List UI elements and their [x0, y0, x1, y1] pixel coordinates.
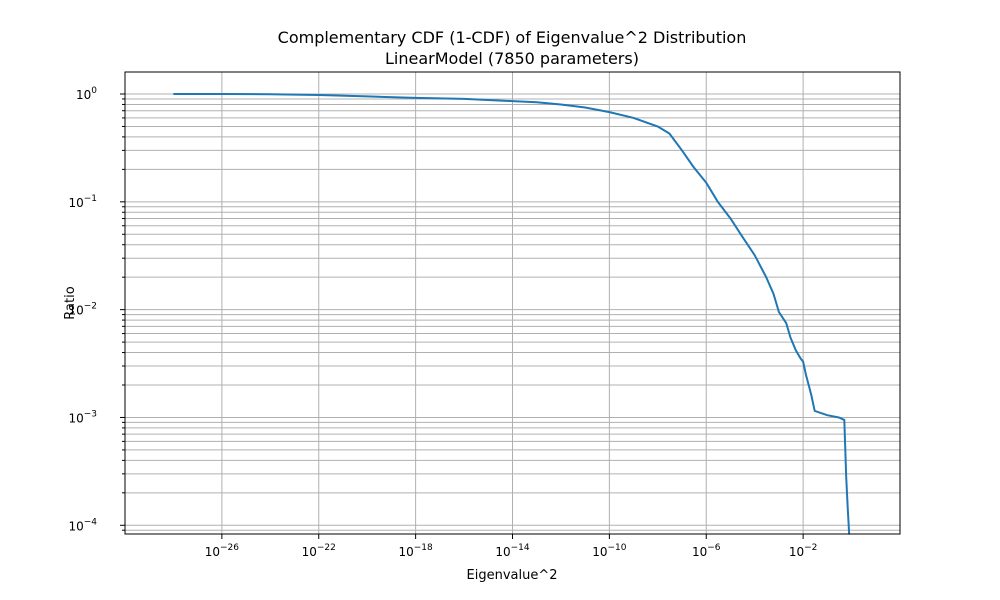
chart-title: Complementary CDF (1-CDF) of Eigenvalue^…: [278, 28, 747, 47]
x-tick-label: 10−10: [592, 543, 627, 559]
series-layer: [173, 93, 851, 535]
y-axis-ticks: 100 10−1 10−2 10−3 10−4: [68, 86, 125, 533]
grid-lines: [125, 72, 900, 534]
ccdf-line-series: [173, 93, 851, 535]
y-tick-label: 100: [76, 86, 97, 102]
y-tick-label: 10−2: [68, 302, 97, 318]
y-tick-label: 10−3: [68, 409, 97, 425]
x-tick-label: 10−18: [398, 543, 433, 559]
y-axis-label: Ratio: [63, 286, 78, 319]
chart-subtitle: LinearModel (7850 parameters): [385, 49, 639, 68]
x-tick-label: 10−6: [692, 543, 721, 559]
x-tick-label: 10−26: [205, 543, 240, 559]
x-axis-ticks: 10−26 10−22 10−18 10−14 10−10 10−6 10−2: [205, 534, 818, 559]
y-tick-label: 10−1: [68, 194, 97, 210]
y-tick-label: 10−4: [68, 517, 97, 533]
x-axis-label: Eigenvalue^2: [467, 568, 558, 583]
x-tick-label: 10−14: [495, 543, 530, 559]
x-tick-label: 10−22: [302, 543, 336, 559]
x-tick-label: 10−2: [789, 543, 818, 559]
